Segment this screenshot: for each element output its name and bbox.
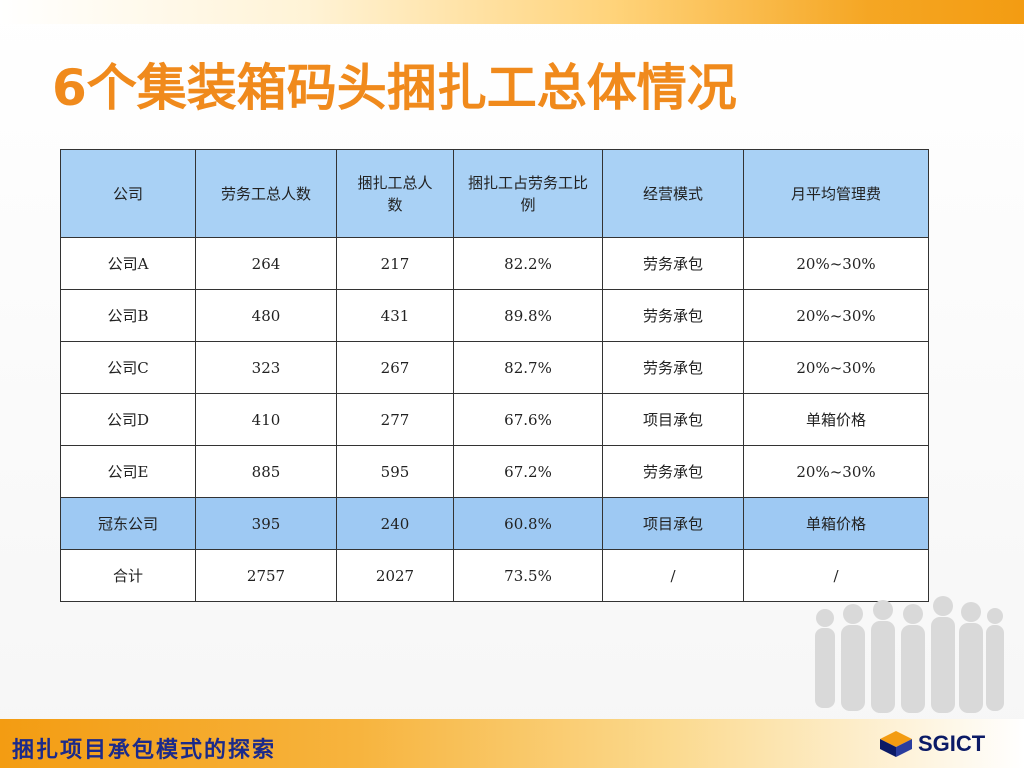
cell-fee: 单箱价格 <box>743 393 929 446</box>
cell-lashing-workers: 431 <box>336 289 454 342</box>
cell-fee: 20%~30% <box>743 445 929 498</box>
cell-fee: 单箱价格 <box>743 497 929 550</box>
cell-total-workers: 264 <box>195 237 337 290</box>
table-row-total: 合计 2757 2027 73.5% / / <box>60 549 929 602</box>
header-lashing-workers: 捆扎工总人数 <box>336 149 454 238</box>
cell-lashing-workers: 595 <box>336 445 454 498</box>
cell-total-workers: 480 <box>195 289 337 342</box>
cell-ratio: 67.2% <box>453 445 603 498</box>
slide-title: 6个集装箱码头捆扎工总体情况 <box>52 59 737 117</box>
header-company: 公司 <box>60 149 196 238</box>
cell-model: 项目承包 <box>602 497 744 550</box>
cell-ratio: 67.6% <box>453 393 603 446</box>
header-total-workers: 劳务工总人数 <box>195 149 337 238</box>
table-header-row: 公司 劳务工总人数 捆扎工总人数 捆扎工占劳务工比例 经营模式 月平均管理费 <box>60 149 929 238</box>
cell-total-workers: 885 <box>195 445 337 498</box>
logo-text: SGICT <box>918 731 986 756</box>
cell-total-workers: 323 <box>195 341 337 394</box>
cell-company: 公司B <box>60 289 196 342</box>
table-row-highlighted: 冠东公司 395 240 60.8% 项目承包 单箱价格 <box>60 497 929 550</box>
people-silhouette-group-icon <box>815 596 1004 713</box>
sgict-cube-logo-icon <box>880 731 912 757</box>
cell-total-workers: 2757 <box>195 549 337 602</box>
header-lashing-workers-text: 捆扎工总人数 <box>357 173 433 214</box>
cell-ratio: 73.5% <box>453 549 603 602</box>
table-row: 公司E 885 595 67.2% 劳务承包 20%~30% <box>60 445 929 498</box>
cell-total-workers: 410 <box>195 393 337 446</box>
cell-model: 劳务承包 <box>602 445 744 498</box>
cell-lashing-workers: 2027 <box>336 549 454 602</box>
cell-lashing-workers: 267 <box>336 341 454 394</box>
table-row: 公司D 410 277 67.6% 项目承包 单箱价格 <box>60 393 929 446</box>
cell-ratio: 82.2% <box>453 237 603 290</box>
header-lashing-ratio: 捆扎工占劳务工比例 <box>453 149 603 238</box>
cell-company: 公司A <box>60 237 196 290</box>
cell-company: 合计 <box>60 549 196 602</box>
cell-company: 公司E <box>60 445 196 498</box>
cell-model: 劳务承包 <box>602 341 744 394</box>
cell-company: 冠东公司 <box>60 497 196 550</box>
cell-model: 劳务承包 <box>602 289 744 342</box>
table-row: 公司C 323 267 82.7% 劳务承包 20%~30% <box>60 341 929 394</box>
cell-model: 劳务承包 <box>602 237 744 290</box>
cell-fee: / <box>743 549 929 602</box>
cell-lashing-workers: 240 <box>336 497 454 550</box>
cell-fee: 20%~30% <box>743 289 929 342</box>
cell-company: 公司C <box>60 341 196 394</box>
top-accent-bar <box>0 0 1024 24</box>
table-row: 公司A 264 217 82.2% 劳务承包 20%~30% <box>60 237 929 290</box>
cell-model: / <box>602 549 744 602</box>
cell-lashing-workers: 217 <box>336 237 454 290</box>
cell-fee: 20%~30% <box>743 341 929 394</box>
header-management-fee: 月平均管理费 <box>743 149 929 238</box>
table-row: 公司B 480 431 89.8% 劳务承包 20%~30% <box>60 289 929 342</box>
company-table: 公司 劳务工总人数 捆扎工总人数 捆扎工占劳务工比例 经营模式 月平均管理费 公… <box>60 149 929 602</box>
cell-ratio: 82.7% <box>453 341 603 394</box>
cell-company: 公司D <box>60 393 196 446</box>
cell-ratio: 60.8% <box>453 497 603 550</box>
cell-total-workers: 395 <box>195 497 337 550</box>
cell-lashing-workers: 277 <box>336 393 454 446</box>
bottom-accent-bar <box>0 719 1024 768</box>
sgict-logo: SGICT <box>878 727 985 761</box>
header-lashing-ratio-text: 捆扎工占劳务工比例 <box>468 173 589 214</box>
footer-caption: 捆扎项目承包模式的探索 <box>12 737 277 763</box>
cell-fee: 20%~30% <box>743 237 929 290</box>
cell-model: 项目承包 <box>602 393 744 446</box>
cell-ratio: 89.8% <box>453 289 603 342</box>
header-business-model: 经营模式 <box>602 149 744 238</box>
